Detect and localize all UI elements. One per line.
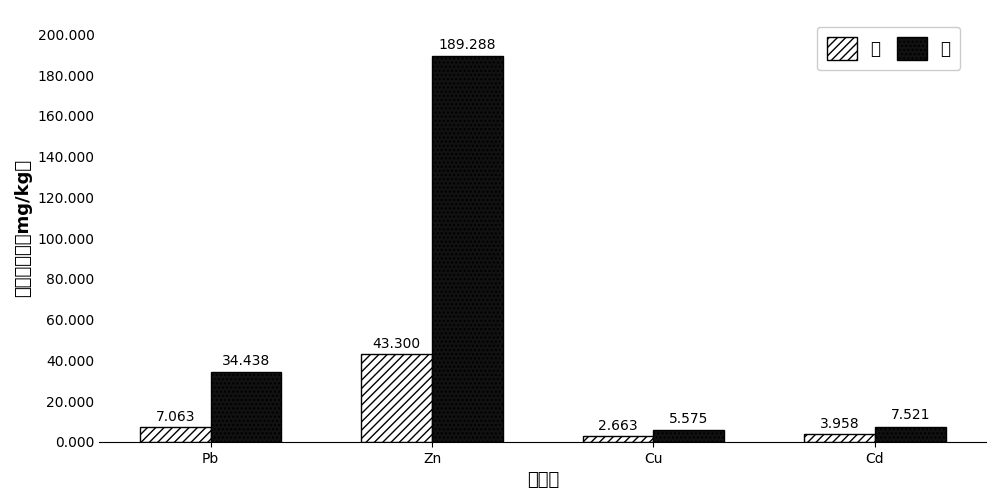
Bar: [875, 427, 946, 442]
Text: 189.288: 189.288: [439, 38, 496, 52]
Text: 5.575: 5.575: [669, 412, 709, 427]
Text: 7.063: 7.063: [155, 410, 195, 425]
Text: 2.663: 2.663: [598, 420, 638, 434]
Legend: 茎, 叶: 茎, 叶: [817, 27, 960, 70]
Bar: [653, 431, 724, 442]
Text: 3.958: 3.958: [820, 416, 859, 431]
Bar: [211, 372, 281, 442]
Bar: [361, 354, 432, 442]
Bar: [804, 434, 875, 442]
Bar: [432, 56, 503, 442]
Bar: [140, 428, 211, 442]
Text: 43.300: 43.300: [373, 337, 421, 351]
Y-axis label: 重金属含量（mg/kg）: 重金属含量（mg/kg）: [14, 159, 32, 297]
Text: 7.521: 7.521: [891, 408, 930, 423]
X-axis label: 重金属: 重金属: [527, 471, 559, 489]
Text: 34.438: 34.438: [222, 354, 270, 368]
Bar: [583, 437, 653, 442]
